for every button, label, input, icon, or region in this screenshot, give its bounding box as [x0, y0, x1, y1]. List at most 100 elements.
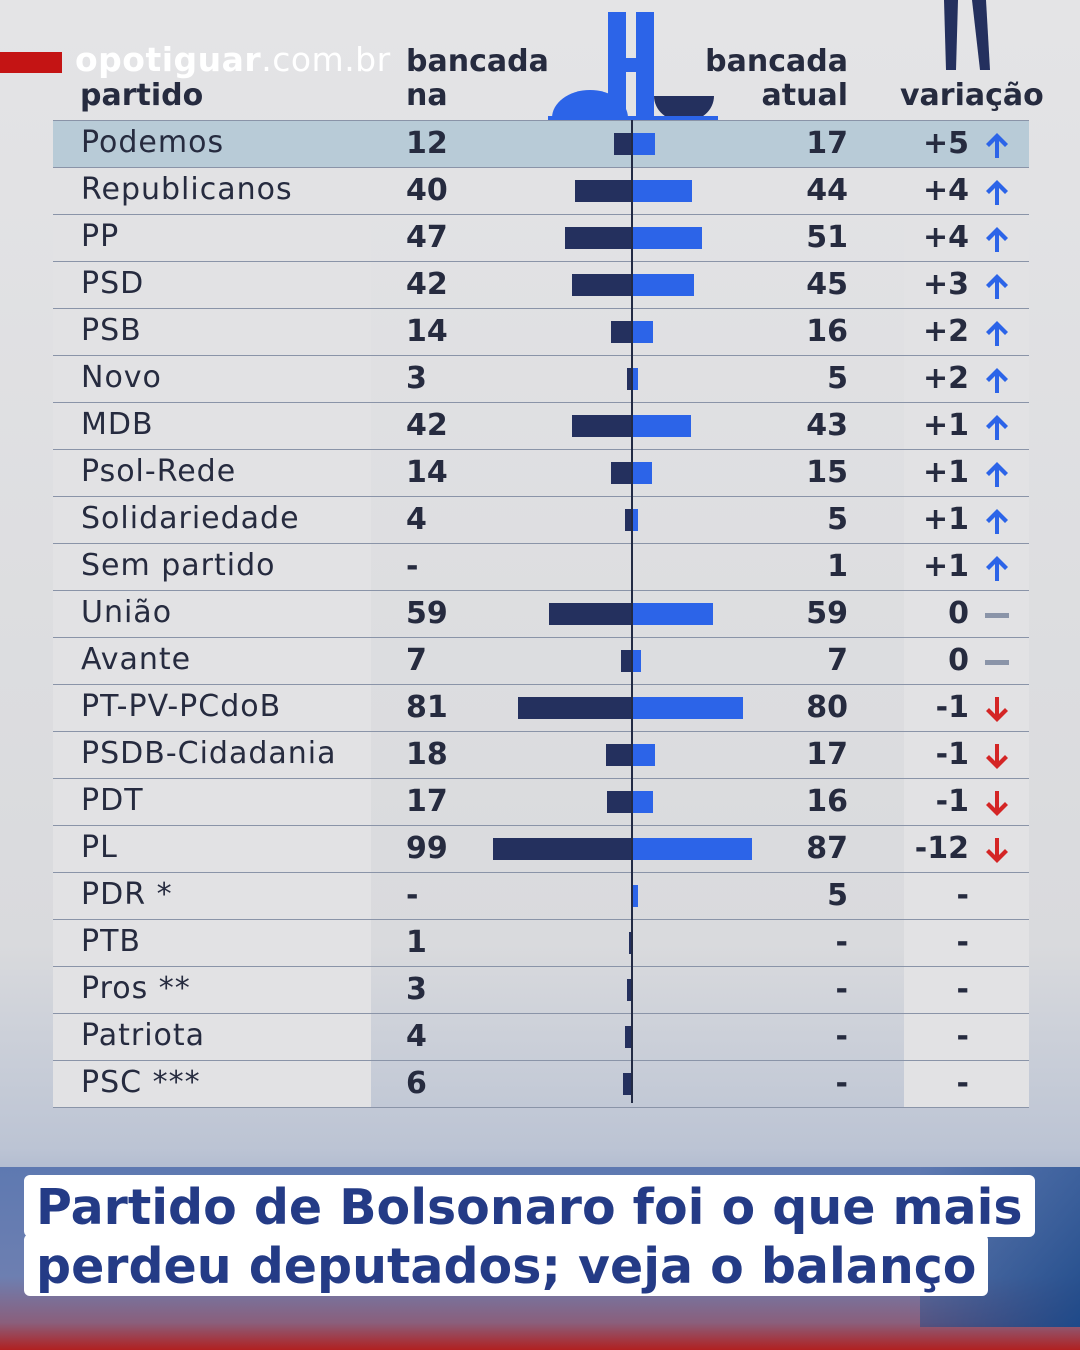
variation-value: +2	[922, 361, 969, 396]
seats-posse: 14	[406, 455, 448, 490]
header-posse-line1: bancada	[406, 44, 549, 79]
bar-posse	[548, 603, 631, 625]
bar-posse	[492, 838, 631, 860]
seats-posse: 42	[406, 408, 448, 443]
variation-value: +2	[922, 314, 969, 349]
headline: Partido de Bolsonaro foi o que mais perd…	[24, 1175, 1035, 1296]
header-atual: bancada atual	[700, 45, 848, 113]
party-name: PTB	[81, 924, 141, 959]
variation-value: -	[956, 1066, 969, 1101]
name-cell-bg	[53, 450, 371, 496]
name-cell-bg	[53, 262, 371, 308]
table-row: Avante 7 7 0	[53, 637, 1029, 684]
party-name: PP	[81, 219, 120, 254]
variation-value: -1	[935, 737, 969, 772]
party-name: PDR *	[81, 877, 173, 912]
arrow-up-icon	[986, 415, 1008, 440]
variation-cell-bg	[904, 967, 1029, 1013]
arrow-up-icon	[986, 462, 1008, 487]
bar-atual	[631, 838, 753, 860]
seats-atual: 80	[806, 690, 848, 725]
arrow-up-icon	[986, 509, 1008, 534]
party-name: PSB	[81, 313, 142, 348]
brand-logo[interactable]: opotiguar.com.br	[75, 40, 391, 79]
bar-posse	[626, 368, 631, 390]
party-name: MDB	[81, 407, 154, 442]
variation-value: -	[956, 1019, 969, 1054]
bar-atual	[631, 415, 691, 437]
headline-line1: Partido de Bolsonaro foi o que mais	[24, 1175, 1035, 1237]
brand-domain: .com.br	[261, 40, 391, 79]
bar-atual	[631, 180, 693, 202]
bar-atual	[631, 744, 655, 766]
table-row: Republicanos 40 44 +4	[53, 167, 1029, 214]
variation-cell-bg	[904, 873, 1029, 919]
name-cell-bg	[53, 168, 371, 214]
seats-atual: 17	[806, 126, 848, 161]
seats-atual: 5	[827, 878, 848, 913]
variation-value: +1	[922, 502, 969, 537]
bar-posse	[611, 462, 631, 484]
table-row: PDR * - 5 -	[53, 872, 1029, 919]
variation-cell-bg	[904, 215, 1029, 261]
seats-posse: 3	[406, 361, 427, 396]
congress-icon	[548, 12, 718, 122]
arrow-up-icon	[986, 227, 1008, 252]
seats-atual: 51	[806, 220, 848, 255]
header-atual-line2: atual	[761, 78, 848, 113]
variation-value: -	[956, 925, 969, 960]
seats-atual: 5	[827, 502, 848, 537]
variation-value: 0	[948, 643, 969, 678]
name-cell-bg	[53, 826, 371, 872]
bar-posse	[625, 509, 631, 531]
table-row: Solidariedade 4 5 +1	[53, 496, 1029, 543]
table-row: PP 47 51 +4	[53, 214, 1029, 261]
name-cell-bg	[53, 356, 371, 402]
seats-atual: 17	[806, 737, 848, 772]
seats-posse: 40	[406, 173, 448, 208]
table-row: PTB 1 - -	[53, 919, 1029, 966]
arrow-up-icon	[986, 321, 1008, 346]
bar-posse	[625, 1026, 631, 1048]
name-cell-bg	[53, 967, 371, 1013]
bar-posse	[626, 979, 631, 1001]
seats-posse: 18	[406, 737, 448, 772]
bar-atual	[631, 368, 638, 390]
bar-posse	[572, 415, 631, 437]
variation-value: +5	[922, 126, 969, 161]
bar-atual	[631, 791, 654, 813]
name-cell-bg	[53, 309, 371, 355]
dash-neutral-icon	[985, 613, 1009, 618]
variation-cell-bg	[904, 779, 1029, 825]
seats-atual: -	[835, 972, 848, 1007]
table-row: Psol-Rede 14 15 +1	[53, 449, 1029, 496]
seats-atual: -	[835, 1066, 848, 1101]
variation-cell-bg	[904, 544, 1029, 590]
seats-posse: -	[406, 549, 419, 584]
header-variacao: variação	[900, 78, 1044, 113]
seats-posse: 17	[406, 784, 448, 819]
seats-posse: 6	[406, 1066, 427, 1101]
table-row: Pros ** 3 - -	[53, 966, 1029, 1013]
brand-red-bar	[0, 52, 62, 73]
seats-atual: -	[835, 1019, 848, 1054]
party-name: Sem partido	[81, 548, 276, 583]
variation-value: -1	[935, 690, 969, 725]
seats-atual: 45	[806, 267, 848, 302]
name-cell-bg	[53, 638, 371, 684]
table-row: MDB 42 43 +1	[53, 402, 1029, 449]
variation-value: +4	[922, 220, 969, 255]
variation-cell-bg	[904, 685, 1029, 731]
person-legs-icon	[944, 0, 990, 70]
seats-posse: 99	[406, 831, 448, 866]
bar-posse	[614, 133, 631, 155]
headline-line2: perdeu deputados; veja o balanço	[24, 1234, 989, 1296]
table-row: PL 99 87 -12	[53, 825, 1029, 872]
seats-posse: 4	[406, 1019, 427, 1054]
table-row: PSC *** 6 - -	[53, 1060, 1029, 1108]
bar-posse	[622, 1073, 631, 1095]
seats-atual: 5	[827, 361, 848, 396]
seats-posse: 14	[406, 314, 448, 349]
seats-posse: 4	[406, 502, 427, 537]
bar-atual	[631, 227, 703, 249]
